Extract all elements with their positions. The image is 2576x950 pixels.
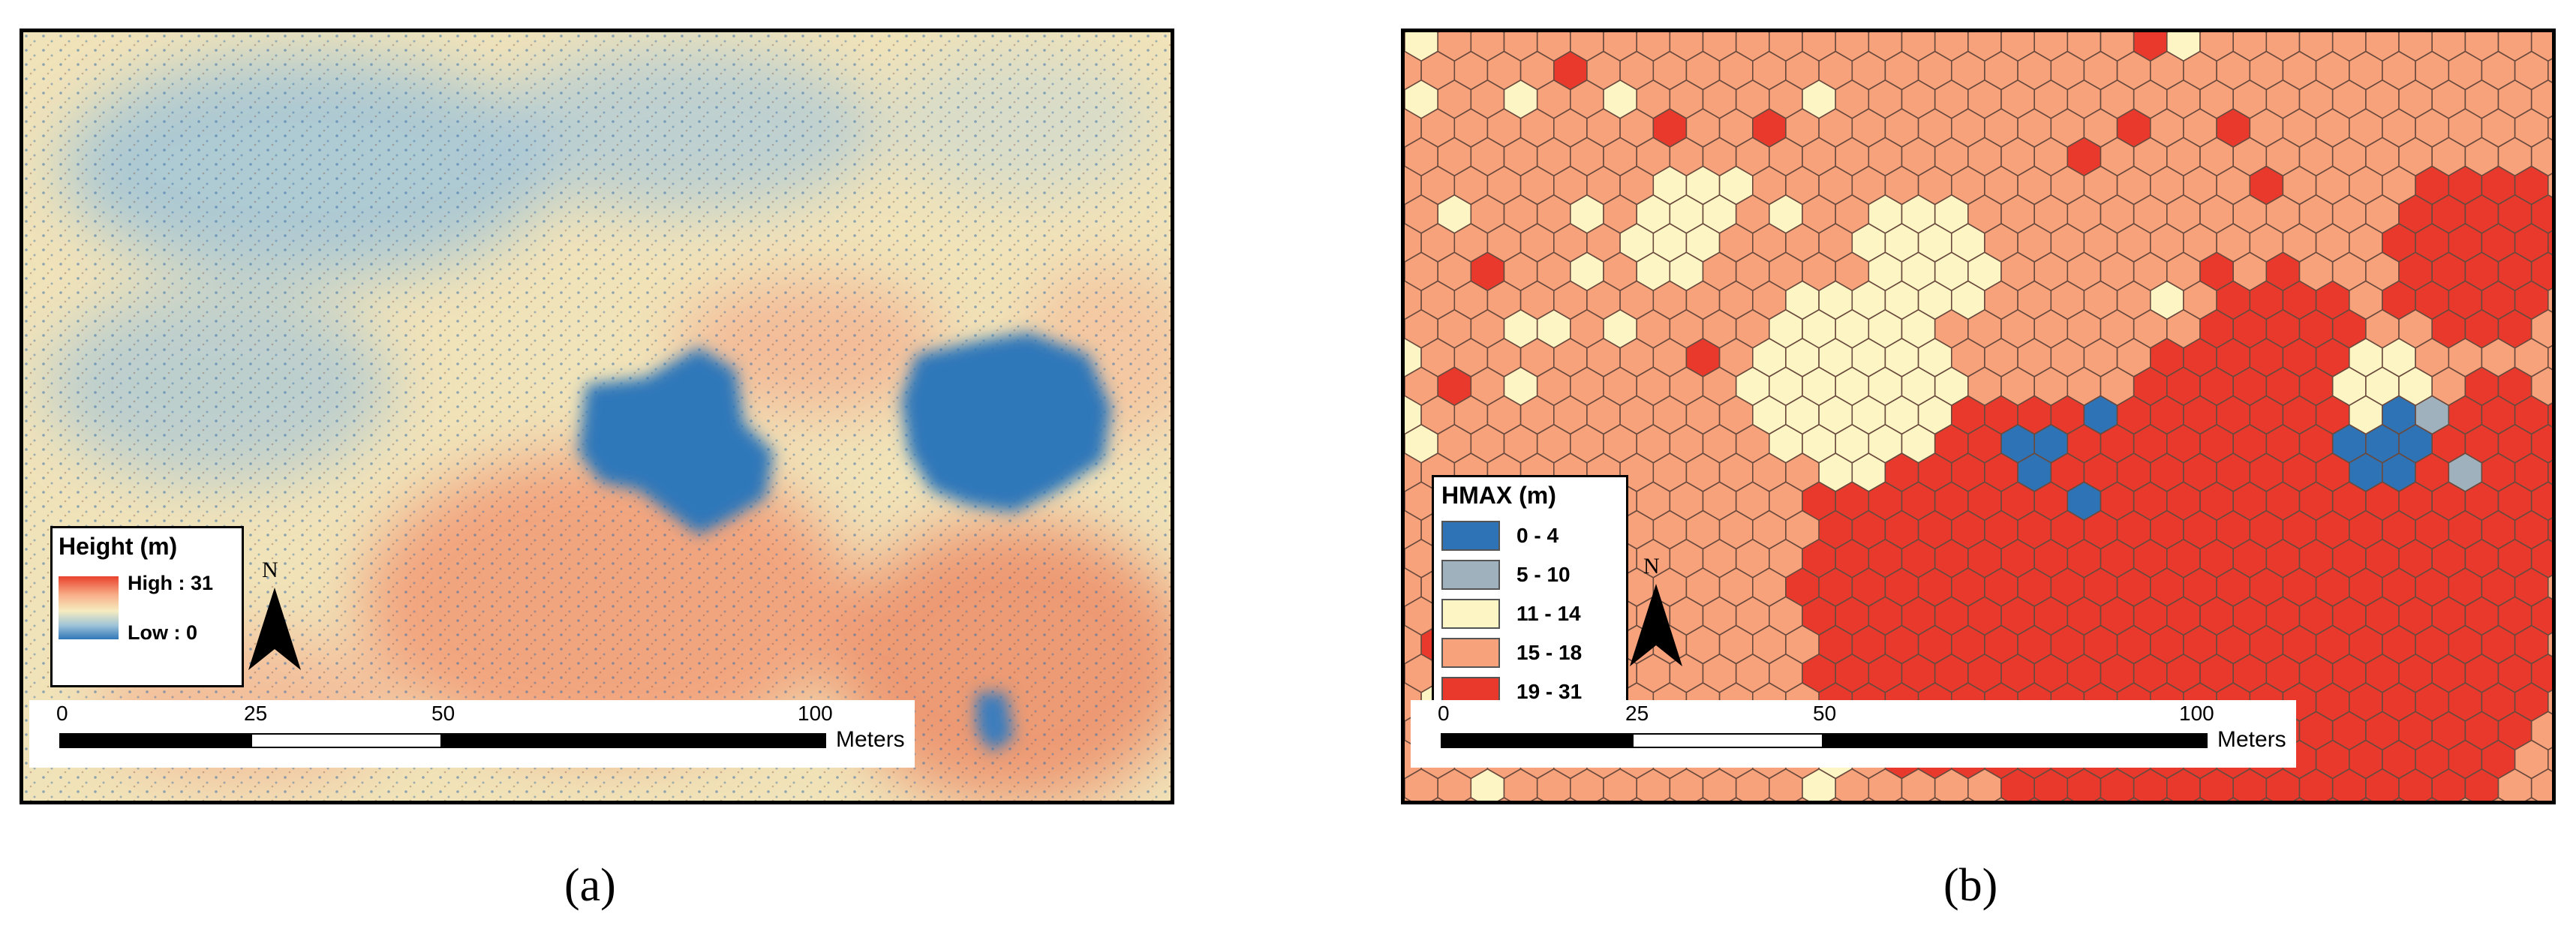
scale-tick-25: 25 bbox=[1625, 702, 1649, 725]
hmax-hexbin-map: HMAX (m) 0 - 4 5 - 10 11 - 14 15 - 18 19… bbox=[1401, 29, 2556, 804]
legend-class: 11 - 14 bbox=[1441, 597, 1581, 630]
legend-high-label: High : 31 bbox=[128, 572, 214, 594]
hex-cell bbox=[2127, 797, 2141, 801]
scale-tick-100: 100 bbox=[798, 702, 833, 725]
scale-segment bbox=[59, 733, 251, 748]
scale-bar: 0 25 50 100 Meters bbox=[29, 700, 915, 768]
hex-cell bbox=[1464, 797, 1477, 801]
scale-tick-100: 100 bbox=[2179, 702, 2214, 725]
hex-cell bbox=[2292, 797, 2307, 801]
scale-tick-25: 25 bbox=[244, 702, 268, 725]
scale-tick-0: 0 bbox=[56, 702, 68, 725]
scale-units: Meters bbox=[836, 727, 905, 752]
legend-swatch bbox=[1441, 560, 1500, 590]
north-arrow: N bbox=[241, 558, 308, 670]
legend-title: HMAX (m) bbox=[1441, 482, 1556, 509]
hex-cell bbox=[2491, 797, 2505, 801]
height-legend: Height (m) High : 31 Low : 0 bbox=[50, 526, 244, 687]
hexagon-grid bbox=[1405, 32, 2552, 801]
north-arrow-icon bbox=[248, 588, 301, 670]
scale-tick-50: 50 bbox=[1813, 702, 1837, 725]
hex-cell bbox=[1862, 797, 1875, 801]
hex-cell bbox=[1928, 797, 1942, 801]
height-raster bbox=[23, 32, 1171, 801]
scale-segment bbox=[1823, 733, 2208, 748]
legend-title: Height (m) bbox=[59, 533, 178, 560]
scale-segment bbox=[1632, 733, 1823, 748]
scale-bar: 0 25 50 100 Meters bbox=[1411, 700, 2296, 768]
hex-cell bbox=[2525, 797, 2538, 801]
hex-cell bbox=[1730, 797, 1743, 801]
hex-cell bbox=[1796, 797, 1809, 801]
legend-swatch bbox=[1441, 521, 1500, 551]
scale-tick-50: 50 bbox=[431, 702, 455, 725]
legend-class-label: 0 - 4 bbox=[1516, 524, 1559, 547]
hex-cell bbox=[2226, 797, 2240, 801]
legend-class: 5 - 10 bbox=[1441, 558, 1571, 591]
scale-units: Meters bbox=[2217, 727, 2286, 752]
hex-cell bbox=[1763, 797, 1776, 801]
hex-cell bbox=[1531, 797, 1544, 801]
legend-class-label: 5 - 10 bbox=[1516, 563, 1571, 586]
color-ramp bbox=[59, 576, 119, 639]
hmax-legend: HMAX (m) 0 - 4 5 - 10 11 - 14 15 - 18 19… bbox=[1432, 475, 1628, 717]
hex-cell bbox=[2259, 797, 2273, 801]
legend-class-label: 11 - 14 bbox=[1516, 602, 1581, 625]
north-arrow-label: N bbox=[262, 558, 278, 582]
hex-cell bbox=[1663, 797, 1676, 801]
hex-cell bbox=[1431, 797, 1444, 801]
hex-cell bbox=[2359, 797, 2373, 801]
legend-class-label: 15 - 18 bbox=[1516, 641, 1583, 664]
hex-cell bbox=[2094, 797, 2108, 801]
hex-cell bbox=[2326, 797, 2340, 801]
scale-segment bbox=[1441, 733, 1632, 748]
caption-b: (b) bbox=[1943, 860, 1998, 911]
hex-cell bbox=[1597, 797, 1610, 801]
hex-cell bbox=[1994, 797, 2008, 801]
hex-cell bbox=[2425, 797, 2439, 801]
legend-class-label: 19 - 31 bbox=[1516, 680, 1583, 703]
hex-cell bbox=[2458, 797, 2472, 801]
legend-swatch bbox=[1441, 599, 1500, 629]
hex-cell bbox=[2392, 797, 2406, 801]
legend-class: 15 - 18 bbox=[1441, 636, 1582, 669]
height-raster-map: Height (m) High : 31 Low : 0 N 0 25 50 1… bbox=[20, 29, 1174, 804]
hex-cell bbox=[1497, 797, 1511, 801]
legend-low-label: Low : 0 bbox=[128, 621, 197, 644]
north-arrow-label: N bbox=[1643, 554, 1660, 579]
legend-class: 0 - 4 bbox=[1441, 519, 1559, 552]
legend-swatch bbox=[1441, 638, 1500, 668]
hex-cell bbox=[2027, 797, 2041, 801]
scale-segment bbox=[442, 733, 826, 748]
north-arrow: N bbox=[1622, 554, 1690, 666]
scale-tick-0: 0 bbox=[1438, 702, 1450, 725]
hex-cell bbox=[1630, 797, 1643, 801]
scale-segment bbox=[251, 733, 442, 748]
hex-cell bbox=[1895, 797, 1909, 801]
hex-cell bbox=[1829, 797, 1842, 801]
hex-cell bbox=[1696, 797, 1710, 801]
gap-patches bbox=[579, 332, 1111, 753]
hex-cell bbox=[2060, 797, 2074, 801]
hex-cell bbox=[1405, 797, 1411, 801]
hex-cell bbox=[2193, 797, 2207, 801]
north-arrow-icon bbox=[1630, 584, 1682, 666]
hex-cell bbox=[1564, 797, 1577, 801]
hex-cell bbox=[1961, 797, 1975, 801]
hex-cell bbox=[2160, 797, 2174, 801]
caption-a: (a) bbox=[564, 860, 616, 911]
